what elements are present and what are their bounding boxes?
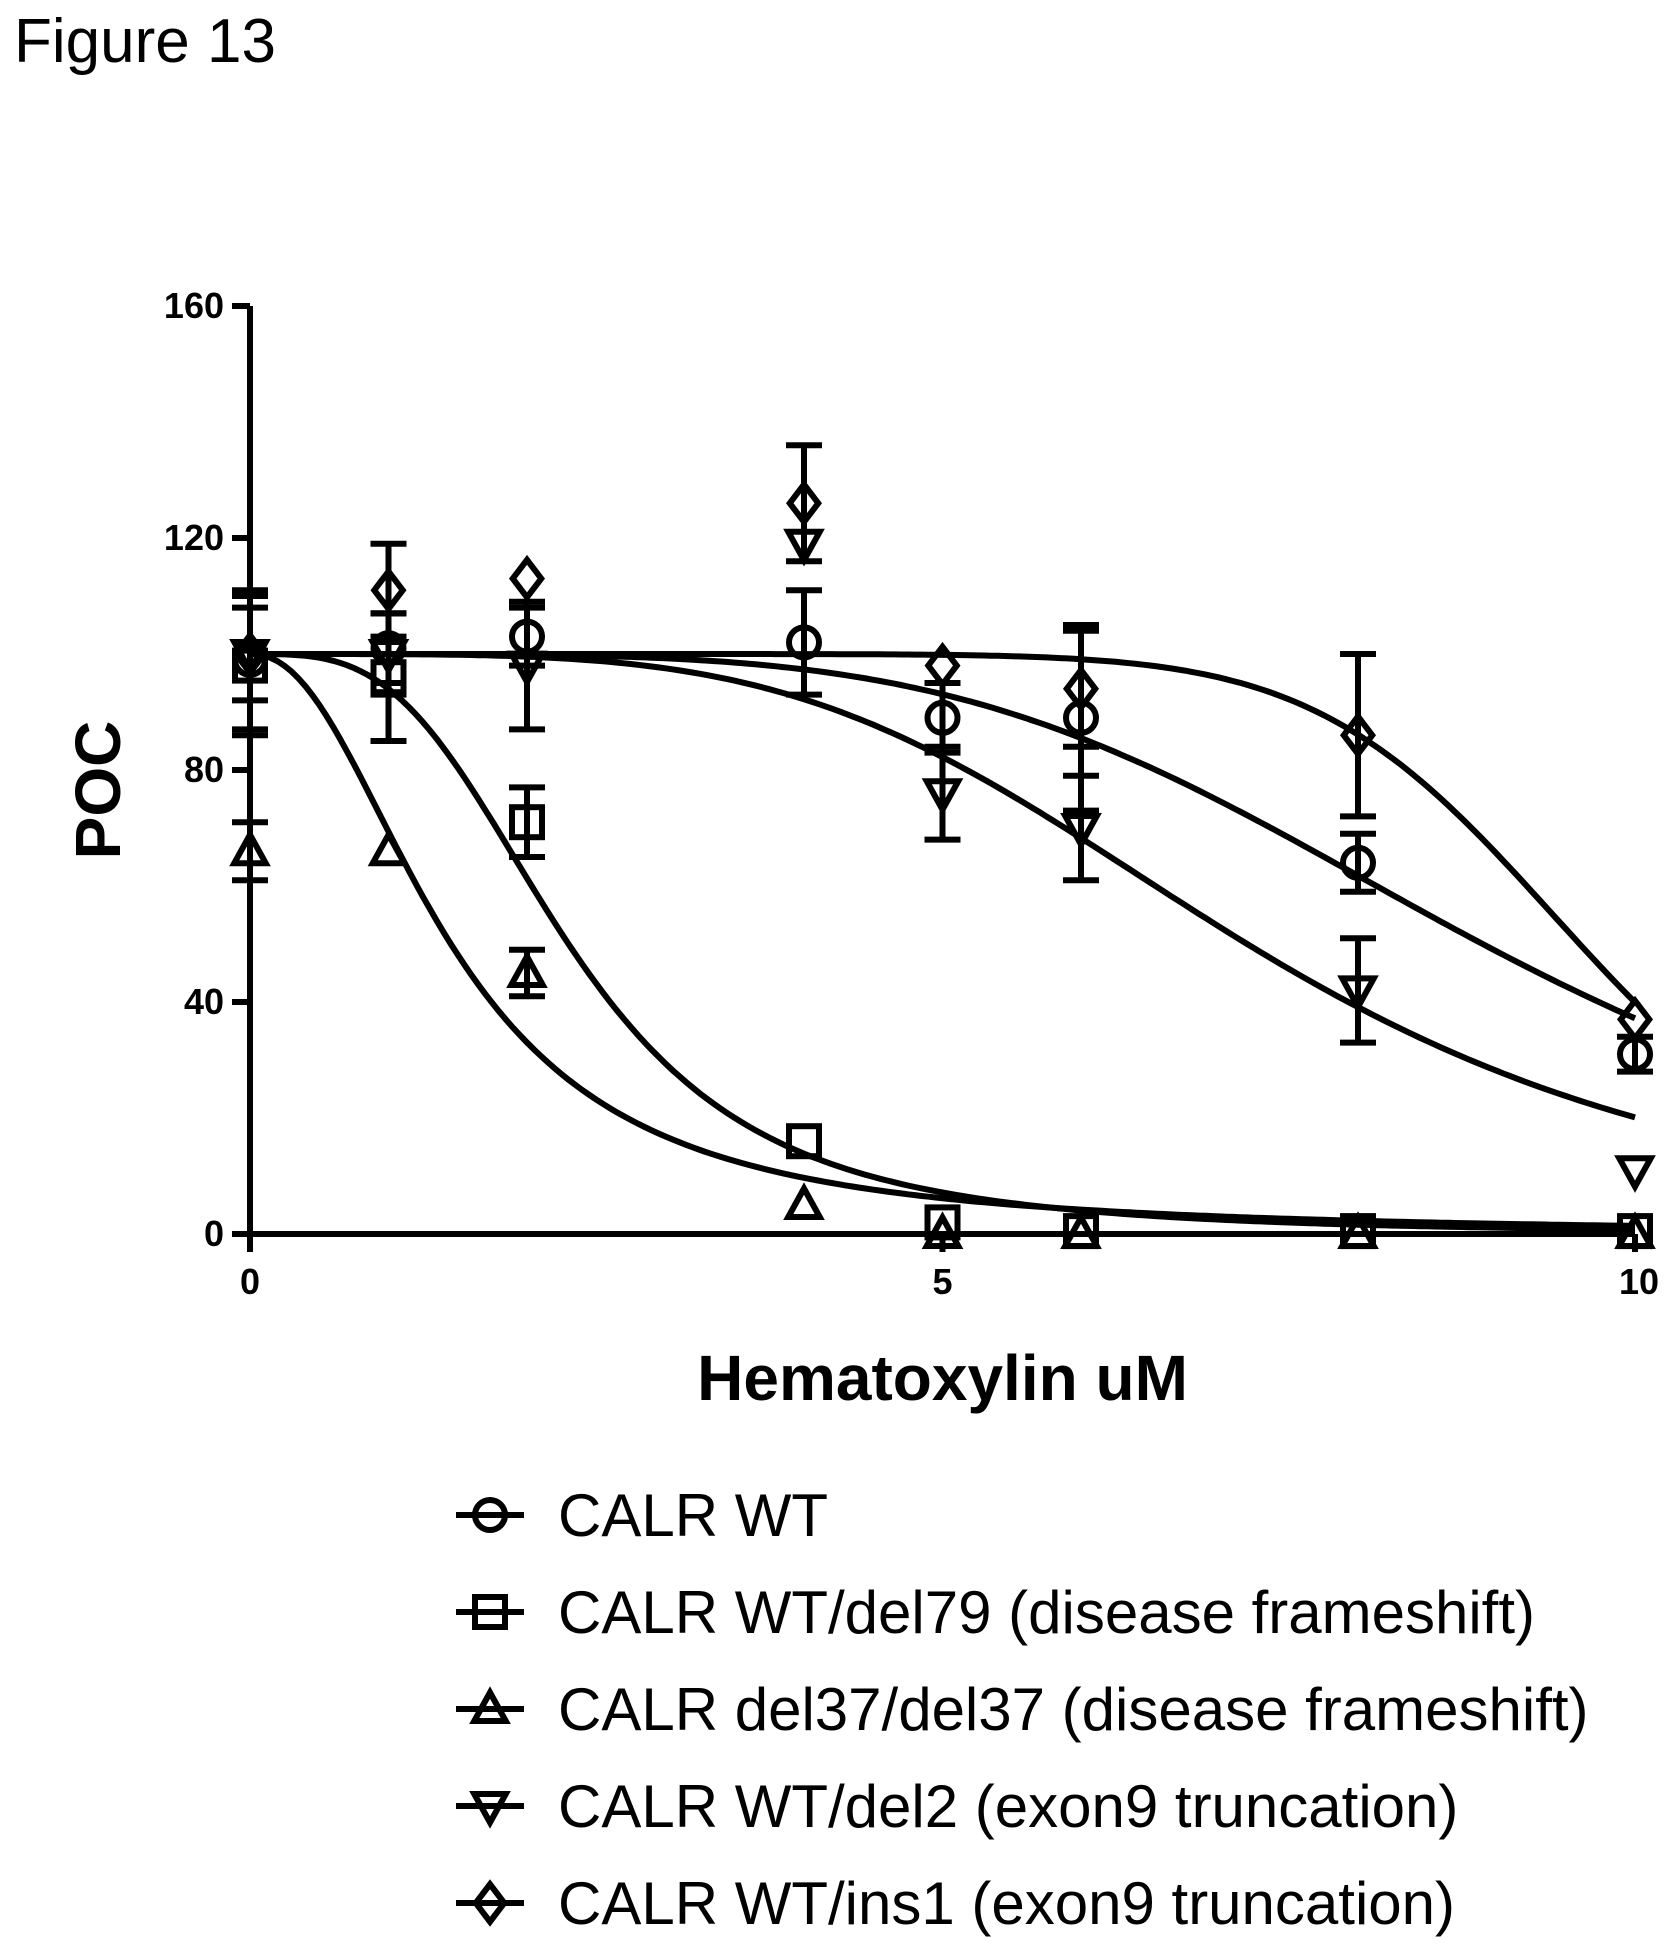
legend-item: CALR WT/del2 (exon9 truncation)	[456, 1773, 1458, 1840]
data-point-triangle-up	[1060, 1211, 1102, 1249]
data-point-triangle-down	[229, 639, 271, 677]
data-point-square	[924, 1204, 961, 1241]
data-point-circle	[786, 624, 822, 661]
series-calr-wt-del2-exon9-truncation	[229, 528, 1656, 1193]
data-point-diamond	[1616, 995, 1654, 1044]
data-point-square	[786, 1123, 822, 1160]
data-point-diamond	[1062, 665, 1100, 713]
data-point-diamond	[1339, 711, 1377, 759]
data-point-triangle-down	[921, 778, 964, 816]
legend-item: CALR del37/del37 (disease frameshift)	[456, 1676, 1589, 1743]
data-point-triangle-up	[783, 1182, 825, 1220]
legend-label: CALR WT/del79 (disease frameshift)	[558, 1579, 1535, 1646]
data-point-triangle-up	[367, 828, 410, 867]
data-point-diamond	[231, 630, 269, 678]
fit-curve-calr-del37-del37-disease-frameshift	[249, 651, 1636, 1229]
x-tick-label: 10	[1619, 1261, 1659, 1302]
data-point-circle	[924, 699, 961, 736]
x-axis-title: Hematoxylin uM	[697, 1342, 1188, 1414]
y-axis-title: POC	[62, 721, 134, 860]
legend-label: CALR WT/ins1 (exon9 truncation)	[558, 1870, 1455, 1937]
data-point-diamond	[370, 566, 407, 614]
data-point-circle	[1340, 844, 1376, 881]
axes: 0 40 80 120 160 0 5 10 Hematoxylin uM POC	[62, 285, 1659, 1414]
legend-item: CALR WT	[456, 1482, 828, 1549]
series-calr-wt-ins1-exon9-truncation	[231, 442, 1654, 1044]
legend-label: CALR del37/del37 (disease frameshift)	[558, 1676, 1589, 1743]
data-point-triangle-up	[1337, 1211, 1379, 1249]
legend-item: CALR WT/del79 (disease frameshift)	[456, 1579, 1535, 1646]
y-tick-label: 40	[184, 981, 224, 1022]
data-point-triangle-up	[921, 1211, 964, 1249]
data-points	[229, 442, 1656, 1250]
legend-marker-triangle-up	[469, 1686, 511, 1724]
legend-label: CALR WT/del2 (exon9 truncation)	[558, 1773, 1458, 1840]
y-tick-label: 120	[164, 517, 224, 558]
y-tick-label: 80	[184, 749, 224, 790]
y-tick-label: 0	[204, 1213, 224, 1254]
legend-item: CALR WT/ins1 (exon9 truncation)	[456, 1870, 1455, 1937]
legend-marker-square	[472, 1594, 508, 1630]
data-point-diamond	[508, 554, 546, 603]
data-point-triangle-down	[506, 650, 548, 689]
legend: CALR WT CALR WT/del79 (disease frameshift…	[456, 1482, 1589, 1937]
data-point-square	[509, 804, 545, 841]
data-point-diamond	[785, 479, 823, 527]
data-point-triangle-down	[1614, 1155, 1656, 1193]
legend-label: CALR WT	[558, 1482, 828, 1549]
fit-curve-calr-wt-ins1-exon9-truncation	[250, 651, 1638, 1005]
legend-marker-circle	[472, 1497, 508, 1533]
data-point-triangle-down	[367, 639, 410, 677]
data-point-triangle-down	[1060, 813, 1102, 851]
legend-marker-triangle-down	[469, 1791, 511, 1829]
x-tick-label: 5	[932, 1261, 952, 1302]
data-point-triangle-down	[1337, 975, 1379, 1014]
figure-title: Figure 13	[14, 7, 276, 76]
data-point-triangle-up	[506, 950, 548, 988]
x-tick-label: 0	[240, 1261, 260, 1302]
y-tick-label: 160	[164, 285, 224, 326]
data-point-diamond	[924, 641, 961, 690]
legend-marker-diamond	[471, 1879, 509, 1927]
data-point-triangle-up	[1614, 1211, 1656, 1249]
fit-curve-calr-wt-del79-disease-frameshift	[250, 651, 1636, 1233]
series-calr-del37-del37-disease-frameshift	[229, 819, 1656, 1249]
data-point-triangle-up	[229, 828, 271, 867]
